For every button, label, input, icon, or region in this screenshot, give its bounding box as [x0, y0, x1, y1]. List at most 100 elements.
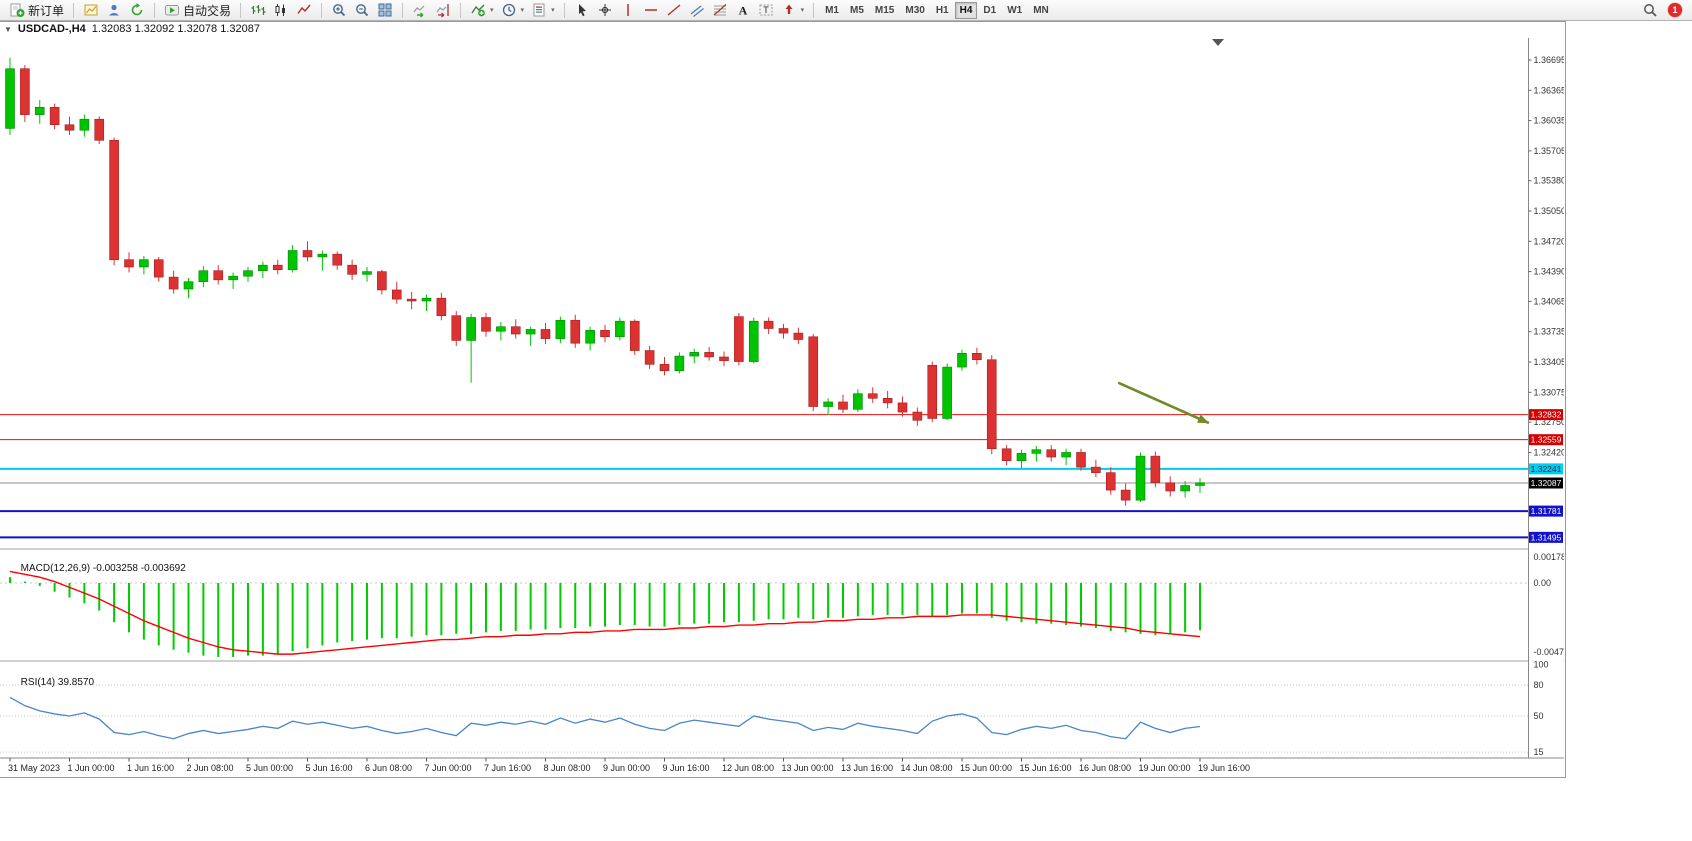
- timeframe-m1[interactable]: M1: [825, 4, 839, 16]
- rsi-pane[interactable]: [0, 684, 1529, 753]
- time-axis-label: 2 Jun 08:00: [187, 763, 234, 773]
- timeframe-h1[interactable]: H1: [935, 4, 949, 16]
- indicators-button[interactable]: ▾: [467, 0, 497, 21]
- cursor-icon: [578, 4, 586, 17]
- chevron-down-icon[interactable]: ▾: [490, 7, 494, 14]
- line-chart-button[interactable]: [293, 0, 315, 21]
- templates-button[interactable]: ▾: [528, 0, 558, 21]
- toolbar-right-group: 1: [1639, 0, 1688, 21]
- candlestick-series: [5, 57, 1205, 506]
- timeframe-group: M1 M5 M15 M30 H1 H4 D1 W1 MN: [818, 1, 1056, 19]
- text-label-button[interactable]: T: [755, 0, 777, 21]
- macd-indicator-label: MACD(12,26,9) -0.003258 -0.003692: [4, 552, 186, 585]
- time-axis-label: 15 Jun 16:00: [1020, 763, 1072, 773]
- chart-dropdown-icon[interactable]: ▼: [4, 24, 12, 34]
- timeframe-d1[interactable]: D1: [983, 4, 997, 16]
- toolbar-separator: [240, 2, 242, 18]
- horizontal-line-button[interactable]: [640, 0, 662, 21]
- current-price-badge-text: 1.32087: [1531, 478, 1562, 488]
- price-axis-label: 1.33075: [1534, 387, 1565, 397]
- chart-shift-marker[interactable]: [1212, 39, 1224, 46]
- fibonacci-button[interactable]: [709, 0, 731, 21]
- time-axis-label: 8 Jun 08:00: [544, 763, 591, 773]
- indicators-icon: [471, 4, 485, 17]
- notification-badge[interactable]: 1: [1668, 3, 1682, 17]
- auto-scroll-button[interactable]: [409, 0, 431, 21]
- new-chart-button[interactable]: [80, 0, 102, 21]
- drawing-tools-group: A T ▾: [569, 0, 810, 21]
- trendline-button[interactable]: [663, 0, 685, 21]
- price-level-badge: [1529, 463, 1563, 475]
- macd-scale-label: 0.001789: [1534, 552, 1565, 562]
- cursor-button[interactable]: [571, 0, 593, 21]
- search-icon: [1644, 4, 1657, 17]
- vline-icon: [626, 4, 629, 16]
- svg-text:T: T: [763, 5, 769, 15]
- time-axis-label: 7 Jun 16:00: [484, 763, 531, 773]
- timeframe-h4[interactable]: H4: [954, 1, 978, 19]
- text-button[interactable]: A: [732, 0, 754, 21]
- macd-name: MACD(12,26,9): [20, 563, 91, 574]
- svg-text:A: A: [738, 4, 747, 18]
- timeframe-w1[interactable]: W1: [1007, 4, 1023, 16]
- zoom-in-button[interactable]: [328, 0, 350, 21]
- price-axis-label: 1.35380: [1534, 176, 1565, 186]
- trend-arrow-annotation[interactable]: [1117, 381, 1210, 425]
- toolbar-separator: [460, 2, 462, 18]
- line-chart-icon: [297, 4, 311, 14]
- timeframe-m5[interactable]: M5: [850, 4, 864, 16]
- main-toolbar: 新订单 自动交易 ▾ ▾ ▾ A T ▾ M1 M5 M15 M30 H1 H4 D1 W1 MN 1: [0, 0, 1692, 21]
- chart-type-group: [245, 0, 317, 21]
- tile-windows-button[interactable]: [374, 0, 396, 21]
- macd-pane[interactable]: [0, 570, 1529, 658]
- price-level-badge: [1529, 409, 1563, 421]
- time-axis-label: 19 Jun 00:00: [1139, 763, 1191, 773]
- zoom-out-button[interactable]: [351, 0, 373, 21]
- price-level-badge-text: 1.31781: [1531, 506, 1562, 516]
- periods-button[interactable]: ▾: [498, 0, 528, 21]
- tile-windows-icon: [378, 3, 392, 17]
- refresh-button[interactable]: [126, 0, 148, 21]
- profiles-button[interactable]: [103, 0, 125, 21]
- autotrading-button-label: 自动交易: [183, 3, 232, 18]
- price-axis-label: 1.36695: [1534, 55, 1565, 65]
- price-axis-label: 1.35050: [1534, 206, 1565, 216]
- price-axis-label: 1.36035: [1534, 116, 1565, 126]
- timeframe-m15[interactable]: M15: [874, 4, 895, 16]
- autotrading-button[interactable]: 自动交易: [161, 0, 234, 21]
- time-axis[interactable]: 31 May 2023 1 Jun 00:00 1 Jun 16:00 2 Jun 0…: [0, 757, 1564, 773]
- time-axis-label: 1 Jun 16:00: [127, 763, 174, 773]
- chart-plot-area[interactable]: [0, 38, 1529, 549]
- vertical-line-button[interactable]: [617, 0, 639, 21]
- hline-icon: [644, 9, 657, 11]
- zoom-group: [326, 0, 398, 21]
- auto-scroll-icon: [413, 5, 425, 18]
- price-axis-label: 1.34390: [1534, 267, 1565, 277]
- chevron-down-icon[interactable]: ▾: [800, 7, 805, 14]
- chart-shift-button[interactable]: [432, 0, 454, 21]
- price-axis[interactable]: 1.36695 1.36365 1.36035 1.35705 1.35380 1.350…: [1528, 38, 1565, 758]
- channel-button[interactable]: [686, 0, 708, 21]
- toolbar-separator: [813, 2, 815, 18]
- chevron-down-icon[interactable]: ▾: [520, 7, 525, 14]
- arrows-button[interactable]: ▾: [778, 0, 808, 21]
- timeframe-m30[interactable]: M30: [905, 4, 925, 16]
- bar-chart-button[interactable]: [247, 0, 269, 21]
- time-axis-label: 15 Jun 00:00: [960, 763, 1012, 773]
- trendline-icon: [667, 4, 681, 16]
- hlines-layer[interactable]: [0, 414, 1529, 539]
- price-level-badge-text: 1.32832: [1531, 410, 1562, 420]
- timeframe-mn[interactable]: MN: [1033, 4, 1049, 16]
- price-axis-label: 1.34065: [1534, 296, 1565, 306]
- crosshair-button[interactable]: [594, 0, 616, 21]
- chevron-down-icon[interactable]: ▾: [551, 7, 555, 14]
- chart-window[interactable]: ▼ USDCAD-,H4 1.32083 1.32092 1.32078 1.3…: [0, 21, 1566, 778]
- price-level-badge: [1529, 531, 1563, 543]
- price-axis-label: 1.35705: [1534, 146, 1565, 156]
- price-level-badge-text: 1.31495: [1531, 532, 1562, 542]
- price-axis-label: 1.33735: [1534, 327, 1565, 337]
- new-order-button[interactable]: 新订单: [6, 0, 67, 21]
- candlestick-chart-button[interactable]: [270, 0, 292, 21]
- search-button[interactable]: [1639, 0, 1661, 21]
- time-axis-label: 14 Jun 08:00: [901, 763, 953, 773]
